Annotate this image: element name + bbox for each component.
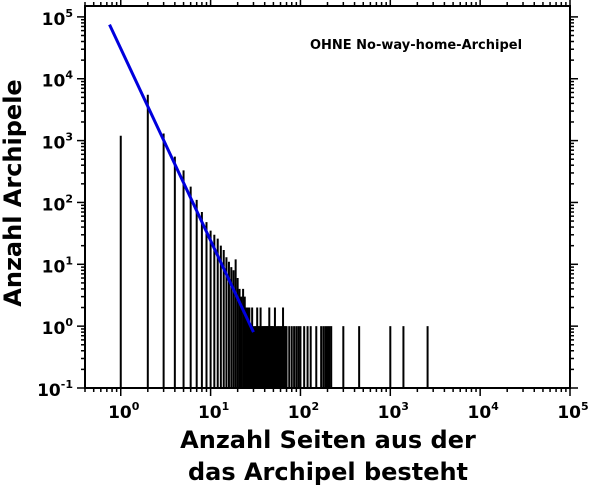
y-tick-label: 103 bbox=[42, 131, 73, 154]
y-axis-label: Anzahl Archipele bbox=[0, 79, 27, 306]
chart-annotation: OHNE No-way-home-Archipel bbox=[310, 38, 522, 53]
y-tick-label: 105 bbox=[42, 7, 73, 30]
y-tick-label: 102 bbox=[42, 192, 73, 215]
x-tick-label: 103 bbox=[378, 400, 409, 423]
x-axis-label-line-1: Anzahl Seiten aus der bbox=[180, 426, 476, 454]
power-law-fit-line bbox=[108, 23, 255, 333]
x-tick-label: 102 bbox=[288, 400, 319, 423]
x-tick-label: 100 bbox=[108, 400, 140, 423]
y-tick-label: 100 bbox=[42, 316, 74, 339]
x-tick-label: 105 bbox=[557, 400, 588, 423]
x-axis-label-line-2: das Archipel besteht bbox=[188, 458, 468, 486]
plot-frame bbox=[84, 5, 571, 389]
x-tick-label: 104 bbox=[467, 400, 499, 423]
x-tick-label: 101 bbox=[198, 400, 229, 423]
tick-labels-layer: 100 101 102 103 104 105 10-1 100 101 102 103 104 105 bbox=[37, 7, 589, 423]
y-tick-label: 104 bbox=[42, 69, 74, 92]
fit-layer bbox=[108, 23, 255, 333]
bars-layer bbox=[119, 94, 429, 388]
y-tick-label: 10-1 bbox=[37, 378, 73, 401]
y-tick-label: 101 bbox=[42, 254, 73, 277]
